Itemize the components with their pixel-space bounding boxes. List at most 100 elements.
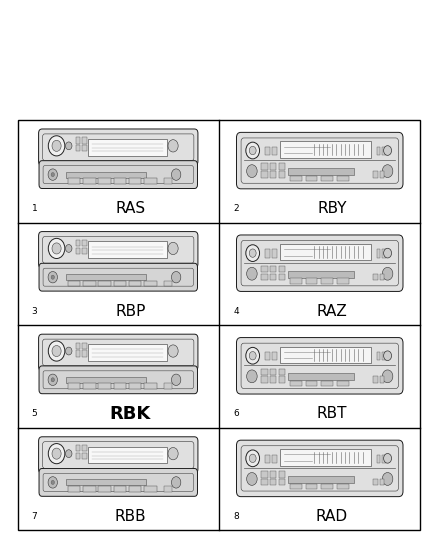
Circle shape — [382, 473, 393, 486]
Bar — [306, 381, 318, 386]
Circle shape — [66, 450, 72, 457]
Circle shape — [48, 477, 57, 488]
Bar — [144, 281, 157, 286]
Circle shape — [168, 140, 178, 152]
Bar — [68, 178, 81, 184]
Bar — [279, 449, 371, 466]
Bar — [83, 383, 96, 389]
Bar — [76, 453, 81, 459]
Bar — [76, 146, 81, 151]
Bar — [114, 486, 126, 491]
Circle shape — [51, 275, 54, 279]
Bar — [68, 383, 81, 389]
Circle shape — [171, 169, 181, 180]
Bar — [380, 171, 385, 177]
Bar — [377, 249, 381, 257]
Text: RBK: RBK — [110, 405, 151, 423]
Bar — [377, 352, 381, 360]
Bar — [265, 147, 270, 155]
Bar — [321, 176, 333, 181]
Bar — [270, 376, 276, 383]
Text: RBT: RBT — [317, 406, 347, 422]
Bar — [67, 274, 146, 280]
Bar — [68, 486, 81, 491]
Text: 3: 3 — [32, 307, 37, 316]
Bar — [164, 383, 172, 389]
Bar — [76, 351, 81, 357]
Circle shape — [249, 352, 256, 360]
Circle shape — [384, 248, 392, 258]
Bar — [279, 346, 371, 363]
Text: 5: 5 — [32, 409, 37, 418]
Bar — [114, 281, 126, 286]
Bar — [83, 178, 96, 184]
Bar — [114, 383, 126, 389]
Bar — [279, 163, 285, 169]
Bar — [261, 266, 268, 272]
Bar — [265, 455, 270, 463]
Circle shape — [51, 173, 54, 176]
Bar — [83, 281, 96, 286]
Bar — [337, 483, 349, 489]
Bar — [288, 168, 354, 175]
Bar — [76, 240, 81, 246]
Circle shape — [51, 378, 54, 382]
Bar — [270, 171, 276, 177]
Bar — [272, 147, 277, 155]
Bar — [290, 483, 302, 489]
Circle shape — [48, 271, 57, 283]
Bar — [382, 455, 386, 463]
Bar — [382, 147, 386, 155]
Circle shape — [48, 136, 65, 156]
Bar — [270, 274, 276, 280]
Bar — [82, 248, 87, 254]
Bar — [279, 244, 371, 261]
Bar — [380, 274, 385, 280]
Bar — [288, 271, 354, 278]
Bar — [261, 368, 268, 375]
Bar — [76, 445, 81, 451]
Bar — [279, 376, 285, 383]
Bar — [270, 368, 276, 375]
Bar — [164, 281, 172, 286]
Bar — [270, 471, 276, 478]
Bar — [129, 486, 141, 491]
Bar — [380, 376, 385, 383]
Circle shape — [51, 480, 54, 484]
Bar — [337, 176, 349, 181]
Bar — [67, 479, 146, 486]
Bar — [279, 368, 285, 375]
Circle shape — [171, 477, 181, 488]
Bar — [68, 281, 81, 286]
Bar — [270, 479, 276, 486]
Bar — [373, 274, 378, 280]
Text: 6: 6 — [233, 409, 239, 418]
Bar — [279, 141, 371, 158]
Text: 7: 7 — [32, 512, 37, 521]
Bar — [261, 471, 268, 478]
Circle shape — [382, 370, 393, 383]
Bar — [279, 471, 285, 478]
Bar — [373, 479, 378, 486]
Bar — [261, 163, 268, 169]
Bar — [129, 383, 141, 389]
Bar — [144, 383, 157, 389]
Circle shape — [48, 374, 57, 385]
Circle shape — [66, 142, 72, 150]
Bar — [337, 381, 349, 386]
Circle shape — [249, 249, 256, 257]
Text: 1: 1 — [32, 204, 37, 213]
Text: RAS: RAS — [115, 201, 145, 216]
Circle shape — [246, 348, 260, 364]
Bar — [99, 281, 111, 286]
Circle shape — [247, 370, 257, 383]
Bar — [99, 486, 111, 491]
Bar — [377, 455, 381, 463]
FancyBboxPatch shape — [39, 469, 198, 496]
Circle shape — [52, 448, 61, 459]
Bar — [288, 476, 354, 483]
Circle shape — [171, 271, 181, 283]
Circle shape — [168, 448, 178, 460]
Circle shape — [246, 245, 260, 262]
Bar — [272, 249, 277, 257]
